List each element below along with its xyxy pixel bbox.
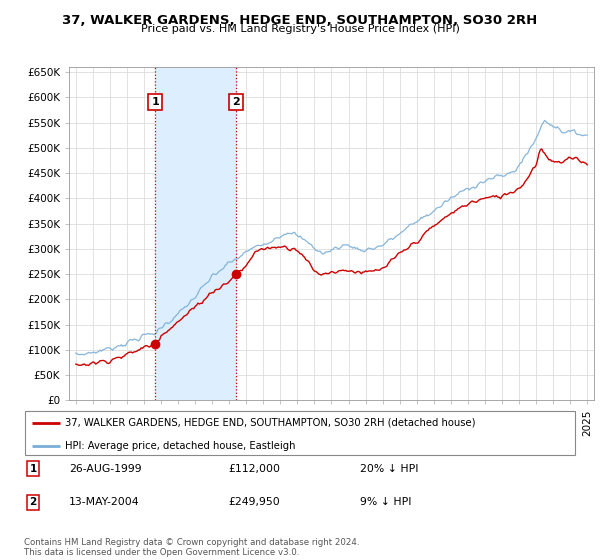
Text: 26-AUG-1999: 26-AUG-1999 (69, 464, 142, 474)
Text: 1: 1 (29, 464, 37, 474)
Text: 20% ↓ HPI: 20% ↓ HPI (360, 464, 419, 474)
Text: 9% ↓ HPI: 9% ↓ HPI (360, 497, 412, 507)
Text: Price paid vs. HM Land Registry's House Price Index (HPI): Price paid vs. HM Land Registry's House … (140, 24, 460, 34)
Text: £112,000: £112,000 (228, 464, 280, 474)
Text: Contains HM Land Registry data © Crown copyright and database right 2024.
This d: Contains HM Land Registry data © Crown c… (24, 538, 359, 557)
Bar (155, 67, 236, 400)
Text: HPI: Average price, detached house, Eastleigh: HPI: Average price, detached house, East… (65, 441, 296, 451)
FancyBboxPatch shape (25, 412, 575, 455)
Text: 37, WALKER GARDENS, HEDGE END, SOUTHAMPTON, SO30 2RH (detached house): 37, WALKER GARDENS, HEDGE END, SOUTHAMPT… (65, 418, 476, 428)
Text: 2: 2 (232, 97, 239, 107)
Text: £249,950: £249,950 (228, 497, 280, 507)
Text: 2: 2 (29, 497, 37, 507)
Text: 37, WALKER GARDENS, HEDGE END, SOUTHAMPTON, SO30 2RH: 37, WALKER GARDENS, HEDGE END, SOUTHAMPT… (62, 14, 538, 27)
Text: 13-MAY-2004: 13-MAY-2004 (69, 497, 140, 507)
Text: 1: 1 (151, 97, 159, 107)
